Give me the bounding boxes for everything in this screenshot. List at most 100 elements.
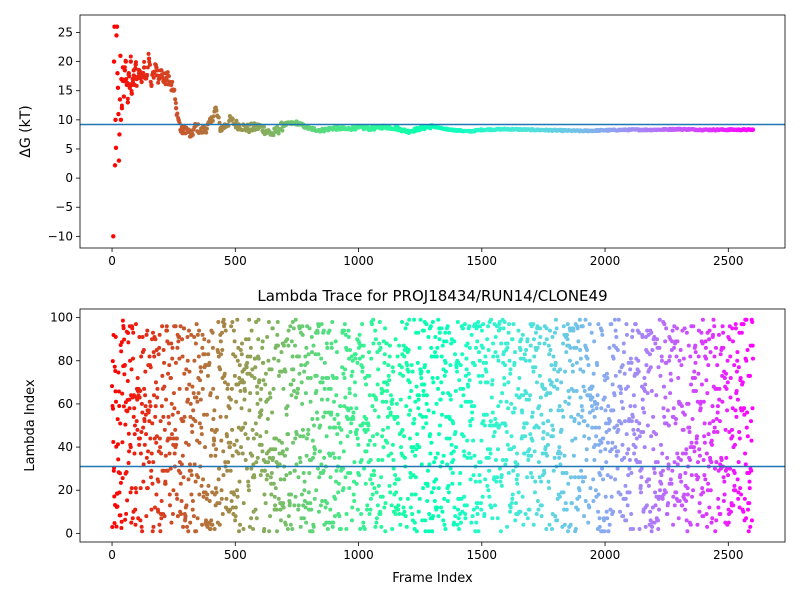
lambda-point: [591, 477, 596, 482]
lambda-point: [229, 386, 234, 391]
x-tick-label: 1500: [467, 548, 498, 562]
lambda-point: [684, 499, 689, 504]
deltag-point: [230, 117, 235, 122]
lambda-point: [564, 507, 569, 512]
lambda-point: [527, 358, 532, 363]
lambda-point: [303, 391, 308, 396]
lambda-point: [241, 527, 246, 532]
lambda-point: [744, 516, 749, 521]
x-tick-label: 1500: [467, 254, 498, 268]
lambda-point: [516, 328, 521, 333]
lambda-point: [292, 503, 297, 508]
lambda-point: [250, 453, 255, 458]
lambda-point: [296, 354, 301, 359]
lambda-point: [750, 343, 755, 348]
lambda-point: [382, 505, 387, 510]
lambda-point: [492, 429, 497, 434]
lambda-point: [481, 419, 486, 424]
lambda-point: [662, 322, 667, 327]
lambda-point: [162, 514, 167, 519]
lambda-point: [338, 404, 343, 409]
lambda-point: [452, 339, 457, 344]
lambda-point: [724, 455, 729, 460]
lambda-point: [623, 483, 628, 488]
lambda-point: [551, 468, 556, 473]
lambda-point: [717, 419, 722, 424]
lambda-point: [250, 427, 255, 432]
lambda-point: [475, 511, 480, 516]
lambda-point: [320, 499, 325, 504]
lambda-point: [642, 445, 647, 450]
lambda-point: [370, 481, 375, 486]
lambda-point: [286, 514, 291, 519]
lambda-point: [488, 419, 493, 424]
lambda-point: [348, 470, 353, 475]
deltag-point: [134, 83, 139, 88]
deltag-point: [111, 234, 116, 239]
lambda-point: [523, 434, 528, 439]
lambda-point: [185, 524, 190, 529]
lambda-point: [463, 373, 468, 378]
lambda-point: [268, 395, 273, 400]
lambda-point: [237, 376, 242, 381]
lambda-point: [258, 473, 263, 478]
lambda-point: [221, 473, 226, 478]
lambda-point: [330, 524, 335, 529]
lambda-point: [219, 438, 224, 443]
lambda-point: [742, 406, 747, 411]
lambda-point: [329, 341, 334, 346]
deltag-point: [141, 65, 147, 70]
lambda-point: [341, 449, 346, 454]
lambda-point: [721, 345, 726, 350]
lambda-point: [424, 401, 429, 406]
lambda-point: [551, 354, 556, 359]
lambda-point: [615, 347, 620, 352]
lambda-point: [425, 468, 430, 473]
lambda-point: [457, 527, 462, 532]
lambda-point: [191, 514, 196, 519]
lambda-point: [170, 345, 175, 350]
lambda-point: [582, 514, 587, 519]
lambda-point: [613, 445, 618, 450]
lambda-point: [586, 363, 591, 368]
lambda-point: [566, 481, 571, 486]
lambda-point: [248, 345, 253, 350]
lambda-point: [430, 529, 435, 534]
deltag-point: [139, 79, 144, 85]
lambda-point: [361, 343, 366, 348]
lambda-point: [704, 511, 709, 516]
lambda-point: [509, 434, 514, 439]
lambda-point: [284, 473, 289, 478]
lambda-point: [372, 486, 377, 491]
lambda-point: [378, 511, 383, 516]
lambda-point: [485, 483, 490, 488]
lambda-point: [528, 343, 533, 348]
lambda-point: [567, 395, 572, 400]
lambda-point: [372, 408, 377, 413]
lambda-point: [701, 514, 706, 519]
lambda-point: [465, 341, 470, 346]
lambda-point: [240, 425, 245, 430]
lambda-point: [629, 470, 634, 475]
lambda-point: [665, 408, 670, 413]
lambda-point: [297, 326, 302, 331]
lambda-point: [196, 354, 201, 359]
lambda-point: [421, 425, 426, 430]
lambda-point: [184, 503, 189, 508]
lambda-point: [219, 496, 224, 501]
lambda-point: [150, 421, 155, 426]
lambda-point: [587, 505, 592, 510]
lambda-point: [317, 475, 322, 480]
lambda-point: [279, 350, 284, 355]
deltag-point: [173, 100, 178, 105]
lambda-point: [249, 466, 254, 471]
lambda-point: [121, 404, 126, 409]
lambda-point: [341, 466, 346, 471]
deltag-point: [130, 82, 135, 87]
lambda-point: [414, 529, 419, 534]
lambda-point: [202, 412, 207, 417]
lambda-point: [193, 479, 198, 484]
lambda-point: [516, 490, 521, 495]
lambda-point: [568, 345, 573, 350]
lambda-point: [496, 404, 501, 409]
